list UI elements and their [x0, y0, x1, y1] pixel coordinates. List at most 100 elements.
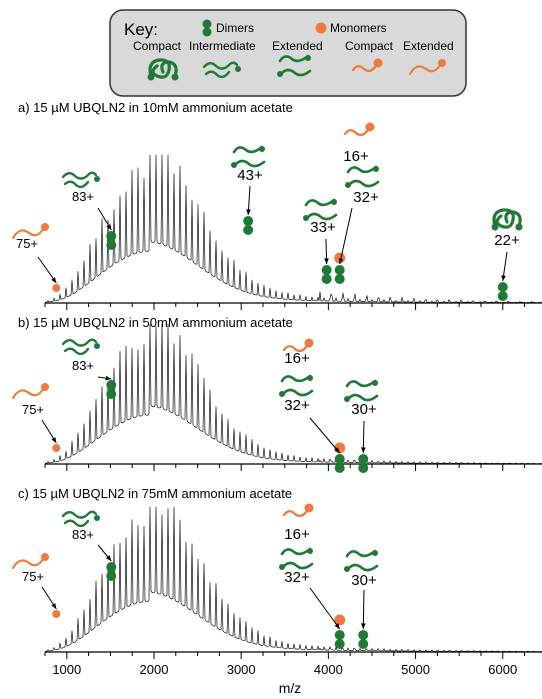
dimer-marker-icon — [106, 562, 117, 572]
x-tick-label: 3000 — [227, 662, 256, 677]
annotation-30plus: 30+ — [344, 549, 379, 649]
arrowhead — [361, 447, 366, 453]
panel-c-title: c) 15 µM UBQLN2 in 75mM ammonium acetate — [18, 486, 292, 501]
monomer-compact-icon — [282, 338, 314, 353]
annotation-32plus: 32+ — [334, 165, 380, 284]
monomer-marker-icon — [52, 610, 61, 618]
charge-state-label: 33+ — [310, 219, 336, 236]
key-background — [109, 9, 467, 97]
key-state-dimer-intermediate: Intermediate — [189, 39, 256, 53]
monomer-marker-icon — [52, 284, 61, 292]
key-monomers-label: Monomers — [330, 21, 387, 35]
panel-b-spectrum-trace — [45, 323, 542, 465]
charge-state-label: 22+ — [494, 232, 520, 249]
charge-state-label: 75+ — [22, 569, 44, 584]
annotation-22plus: 22+ — [491, 208, 523, 301]
panel-b: b) 15 µM UBQLN2 in 50mM ammonium acetate… — [11, 315, 542, 473]
annotation-16plus: 16+ — [334, 122, 375, 264]
arrowhead — [324, 258, 329, 264]
dimer-extended-icon — [345, 165, 380, 188]
panel-b-title: b) 15 µM UBQLN2 in 50mM ammonium acetate — [18, 315, 293, 330]
monomer-compact-icon — [282, 503, 314, 518]
arrowhead — [501, 275, 506, 281]
arrowhead — [51, 437, 57, 443]
dimer-extended-icon — [231, 145, 266, 168]
panel-c-x-ticks: 1000 2000 3000 4000 5000 6000 — [44, 652, 526, 677]
charge-state-label: 32+ — [284, 569, 310, 586]
panel-a-spectrum-trace — [45, 154, 542, 304]
dimer-marker-icon — [106, 240, 117, 250]
charge-state-label: 30+ — [351, 572, 377, 589]
charge-state-label: 16+ — [284, 526, 310, 543]
dimer-marker-icon — [243, 225, 254, 235]
key-dimer-intermediate-icon — [202, 61, 241, 79]
dimer-intermediate-icon — [61, 171, 100, 189]
dimer-marker-icon — [321, 274, 332, 284]
key-box: Key: Dimers Monomers Compact Intermediat… — [109, 9, 467, 97]
key-dimer-icon — [202, 19, 212, 37]
dimer-marker-icon — [497, 282, 508, 292]
dimer-extended-icon — [279, 547, 314, 570]
arrowhead — [338, 258, 344, 264]
dimer-marker-icon — [334, 463, 345, 473]
monomer-extended-icon — [11, 223, 49, 240]
annotation-83plus: 83+ — [61, 171, 117, 250]
monomer-marker-icon — [334, 252, 346, 264]
charge-state-label: 32+ — [284, 397, 310, 414]
annotation-75plus: 75+ — [11, 383, 61, 452]
annotation-30plus: 30+ — [344, 379, 379, 473]
x-tick-label: 4000 — [314, 662, 343, 677]
charge-state-label: 83+ — [72, 189, 94, 204]
x-tick-label: 6000 — [488, 662, 517, 677]
key-state-monomer-extended: Extended — [403, 39, 454, 53]
key-state-dimer-compact: Compact — [133, 39, 182, 53]
annotation-16plus: 16+ — [282, 338, 346, 454]
arrowhead — [334, 623, 340, 629]
key-dimer-extended-icon — [277, 54, 312, 77]
x-tick-label: 2000 — [140, 662, 169, 677]
arrowhead — [106, 224, 112, 230]
monomer-marker-icon — [52, 444, 61, 452]
panel-a-x-ticks — [44, 303, 526, 310]
dimer-extended-icon — [344, 379, 379, 402]
annotation-43plus: 43+ — [231, 145, 266, 235]
dimer-marker-icon — [106, 389, 117, 399]
dimer-marker-icon — [243, 216, 254, 226]
dimer-intermediate-icon — [61, 510, 100, 528]
monomer-extended-icon — [11, 383, 49, 400]
monomer-compact-icon — [343, 122, 375, 137]
dimer-marker-icon — [358, 463, 369, 473]
annotation-32plus: 32+ — [279, 374, 345, 473]
charge-state-label: 32+ — [353, 189, 379, 206]
dimer-marker-icon — [334, 265, 345, 275]
annotation-33plus: 33+ — [303, 198, 338, 284]
arrowhead — [246, 209, 251, 215]
monomer-extended-icon — [11, 553, 49, 570]
charge-state-label: 75+ — [22, 402, 44, 417]
key-monomer-icon — [315, 22, 327, 34]
arrowhead — [105, 375, 112, 381]
annotation-75plus: 75+ — [11, 553, 61, 618]
arrowhead — [105, 555, 112, 561]
charge-state-label: 83+ — [72, 358, 94, 373]
monomer-marker-icon — [334, 614, 346, 626]
panel-b-x-ticks — [44, 464, 526, 471]
dimer-marker-icon — [106, 571, 117, 581]
annotation-16plus: 16+ — [282, 503, 346, 626]
x-tick-label: 1000 — [52, 662, 81, 677]
annotation-75plus: 75+ — [11, 223, 61, 292]
key-monomer-extended-icon — [408, 59, 446, 76]
panel-a-annotations: 75+ 83+ 43+ 33+ 16+ 32+ 22+ — [11, 122, 523, 301]
annotation-arrow — [362, 589, 365, 630]
dimer-marker-icon — [321, 265, 332, 275]
annotation-arrow — [339, 207, 353, 265]
charge-state-label: 83+ — [72, 527, 94, 542]
charge-state-label: 75+ — [16, 236, 38, 251]
panel-a: a) 15 µM UBQLN2 in 10mM ammonium acetate… — [11, 100, 542, 310]
key-state-dimer-extended: Extended — [272, 39, 323, 53]
arrowhead — [361, 623, 366, 629]
key-state-monomer-compact: Compact — [345, 39, 394, 53]
x-axis-label: m/z — [279, 680, 302, 696]
annotation-32plus: 32+ — [279, 547, 345, 649]
arrowhead — [51, 277, 57, 283]
